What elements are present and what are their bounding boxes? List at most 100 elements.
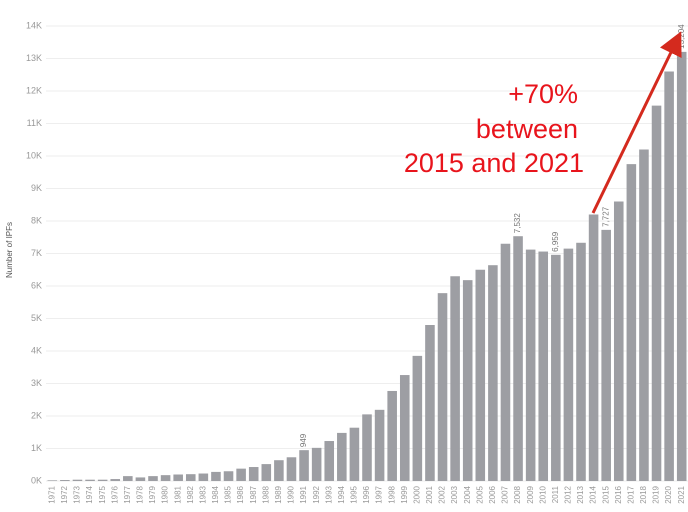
- bar: [148, 476, 158, 481]
- x-tick-label: 2005: [475, 485, 484, 503]
- bar: [72, 479, 83, 481]
- x-tick-label: 2015: [601, 485, 610, 503]
- x-tick-label: 1994: [337, 485, 346, 503]
- x-tick-label: 2014: [589, 485, 598, 503]
- x-tick-label: 1981: [173, 485, 182, 503]
- x-tick-label: 1999: [400, 485, 409, 503]
- x-tick-label: 1973: [73, 485, 82, 503]
- bar: [47, 480, 58, 481]
- y-tick-label: 0K: [31, 475, 42, 485]
- bar: [123, 476, 133, 481]
- bar: [563, 248, 574, 481]
- x-tick-label: 2000: [412, 485, 421, 503]
- bar: [223, 471, 234, 481]
- x-tick-label: 1972: [60, 485, 69, 503]
- bar: [198, 473, 209, 481]
- x-tick-label: 2002: [438, 485, 447, 503]
- x-tick-label: 1989: [274, 485, 283, 503]
- x-tick-label: 2021: [677, 485, 686, 503]
- x-tick-label: 2016: [614, 485, 623, 503]
- bar: [651, 105, 662, 481]
- x-tick-label: 2012: [564, 485, 573, 503]
- x-tick-label: 1982: [186, 485, 195, 503]
- y-tick-label: 1K: [31, 443, 42, 453]
- bar: [97, 479, 108, 481]
- value-label: 13,204: [677, 24, 686, 49]
- bar: [362, 414, 372, 481]
- y-tick-label: 9K: [31, 183, 42, 193]
- x-tick-label: 1990: [287, 485, 296, 503]
- x-tick-label: 1991: [299, 485, 308, 503]
- x-tick-label: 1976: [110, 485, 119, 503]
- y-tick-label: 11K: [27, 118, 42, 128]
- x-tick-label: 2011: [551, 485, 560, 503]
- bar: [374, 409, 385, 481]
- bar: [412, 355, 423, 481]
- x-tick-label: 2007: [501, 485, 510, 503]
- bar: [551, 254, 561, 481]
- x-tick-label: 1979: [148, 485, 157, 503]
- bar: [185, 474, 196, 481]
- bar: [261, 464, 272, 481]
- bar: [437, 293, 448, 481]
- bar: [613, 201, 624, 481]
- bar: [425, 325, 435, 481]
- y-tick-label: 14K: [26, 20, 42, 30]
- x-tick-label: 1980: [161, 485, 170, 503]
- bar: [160, 475, 171, 481]
- bar: [211, 471, 221, 481]
- value-label: 949: [299, 433, 308, 447]
- x-tick-label: 2009: [526, 485, 535, 503]
- x-tick-label: 2001: [425, 485, 434, 503]
- bar: [639, 149, 649, 481]
- bar: [676, 51, 687, 482]
- bar: [311, 447, 322, 481]
- x-tick-label: 2013: [576, 485, 585, 503]
- x-tick-label: 1974: [85, 485, 94, 503]
- bar: [274, 460, 284, 481]
- x-tick-label: 1977: [123, 485, 132, 503]
- value-label: 7,532: [513, 213, 522, 234]
- y-axis-label: Number of IPFs: [5, 222, 14, 278]
- x-tick-label: 1984: [211, 485, 220, 503]
- bar: [110, 479, 121, 481]
- x-tick-label: 2003: [450, 485, 459, 503]
- y-tick-label: 6K: [31, 280, 42, 290]
- x-tick-label: 1987: [249, 485, 258, 503]
- x-tick-label: 1996: [362, 485, 371, 503]
- bar: [664, 71, 674, 481]
- bar: [236, 468, 246, 481]
- x-tick-label: 1985: [224, 485, 233, 503]
- x-tick-label: 1978: [136, 485, 145, 503]
- x-tick-label: 1975: [98, 485, 107, 503]
- x-tick-label: 1993: [324, 485, 333, 503]
- y-tick-label: 10K: [26, 150, 42, 160]
- y-tick-label: 2K: [31, 410, 42, 420]
- annotation: between: [476, 114, 578, 144]
- bar: [626, 164, 637, 481]
- bar: [525, 249, 536, 481]
- bar: [135, 477, 146, 481]
- x-tick-label: 1988: [261, 485, 270, 503]
- bar: [588, 214, 599, 481]
- bar: [576, 242, 586, 481]
- x-tick-label: 2017: [626, 485, 635, 503]
- x-tick-label: 2006: [488, 485, 497, 503]
- x-tick-label: 2010: [538, 485, 547, 503]
- bar: [513, 236, 523, 481]
- y-tick-label: 8K: [31, 215, 42, 225]
- y-tick-label: 13K: [26, 53, 42, 63]
- y-tick-label: 5K: [31, 313, 42, 323]
- bar: [399, 375, 410, 481]
- bar: [387, 390, 397, 481]
- x-tick-label: 2018: [639, 485, 648, 503]
- x-tick-label: 2004: [463, 485, 472, 503]
- annotation: +70%: [508, 79, 578, 109]
- y-tick-label: 3K: [31, 378, 42, 388]
- bar: [349, 427, 360, 481]
- bar: [450, 276, 460, 481]
- bar: [475, 269, 486, 481]
- x-tick-label: 1997: [375, 485, 384, 503]
- bar: [337, 432, 347, 481]
